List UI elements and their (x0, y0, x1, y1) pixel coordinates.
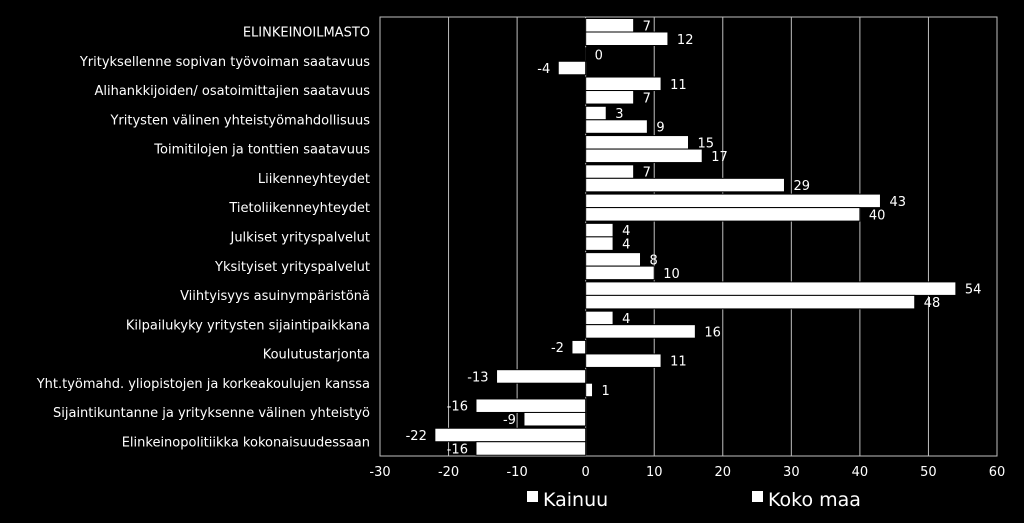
bar-kainuu (585, 252, 642, 267)
bar-koko-maa (585, 31, 669, 46)
x-tick-label: 60 (989, 465, 1006, 480)
category-label: ELINKEINOILMASTO (243, 26, 370, 41)
category-label: Tietoliikenneyhteydet (228, 201, 370, 216)
data-label-koko-maa: 48 (924, 296, 941, 311)
x-tick-label: 0 (582, 465, 590, 480)
data-label-koko-maa: 40 (869, 208, 886, 223)
data-label-kainuu: 43 (889, 195, 906, 210)
bar-koko-maa (585, 90, 635, 105)
bar-koko-maa (585, 119, 648, 134)
data-label-kainuu: 8 (650, 253, 658, 268)
data-label-koko-maa: 10 (663, 267, 680, 282)
bar-kainuu (585, 47, 587, 62)
x-tick-label: 20 (715, 465, 732, 480)
bar-kainuu (585, 193, 881, 209)
x-tick-label: -10 (506, 465, 527, 480)
data-label-koko-maa: 11 (670, 355, 687, 370)
x-tick-label: -20 (438, 465, 459, 480)
bar-kainuu (571, 339, 587, 355)
data-label-koko-maa: -16 (447, 442, 468, 457)
data-label-koko-maa: 4 (622, 238, 630, 253)
data-label-kainuu: 11 (670, 78, 687, 93)
data-label-koko-maa: -4 (537, 62, 550, 77)
bar-koko-maa (585, 148, 703, 164)
bar-kainuu (585, 105, 607, 121)
x-tick-label: 30 (783, 465, 800, 480)
legend-label-koko-maa: Koko maa (768, 489, 861, 511)
bar-koko-maa (585, 207, 861, 222)
data-label-kainuu: 15 (698, 136, 715, 151)
bar-kainuu (585, 135, 690, 150)
data-label-kainuu: -2 (551, 341, 564, 356)
category-labels: ELINKEINOILMASTO Yrityksellenne sopivan t… (36, 26, 371, 451)
category-label: Sijaintikuntanne ja yrityksenne välinen … (53, 406, 370, 421)
category-label: Viihtyisyys asuinympäristönä (180, 289, 370, 304)
data-label-koko-maa: 16 (704, 325, 721, 340)
data-label-koko-maa: 12 (677, 33, 694, 48)
data-label-koko-maa: 1 (602, 384, 610, 399)
category-label: Yrityksellenne sopivan työvoiman saatavu… (79, 55, 370, 70)
legend: Kainuu Koko maa (527, 489, 861, 511)
bar-kainuu (585, 281, 957, 296)
data-label-kainuu: -22 (406, 429, 427, 444)
category-label: Julkiset yrityspalvelut (229, 231, 370, 246)
bar-kainuu (475, 398, 587, 413)
category-label: Yksityiset yrityspalvelut (214, 260, 370, 275)
bar-koko-maa (585, 382, 594, 398)
x-tick-label: 50 (920, 465, 937, 480)
category-label: Yritysten välinen yhteistyömahdollisuus (109, 113, 370, 128)
bar-kainuu (585, 164, 635, 179)
category-label: Elinkeinopolitiikka kokonaisuudessaan (122, 435, 370, 450)
bar-koko-maa (585, 294, 916, 310)
bar-kainuu (585, 310, 614, 326)
data-label-koko-maa: 9 (656, 121, 664, 136)
bar-kainuu (585, 222, 614, 238)
value-labels: 7120-41173915177294340448105448416-211-1… (406, 19, 982, 457)
data-label-koko-maa: 7 (643, 91, 651, 106)
x-tick-label: -30 (369, 465, 390, 480)
data-label-koko-maa: 17 (711, 150, 728, 165)
bar-kainuu (585, 76, 662, 92)
bar-kainuu (496, 369, 587, 384)
category-label: Koulutustarjonta (263, 348, 370, 363)
legend-swatch-koko-maa (752, 491, 763, 502)
category-label: Yht.työmahd. yliopistojen ja korkeakoulu… (36, 377, 370, 392)
bar-koko-maa (523, 411, 587, 427)
plot-area-frame (379, 16, 998, 457)
bar-koko-maa (475, 441, 587, 456)
data-label-kainuu: 7 (643, 166, 651, 181)
data-label-kainuu: 0 (595, 49, 603, 64)
data-label-kainuu: -16 (447, 400, 468, 415)
x-tick-label: 40 (852, 465, 869, 480)
category-label: Toimitilojen ja tonttien saatavuus (153, 143, 370, 158)
bar-koko-maa (585, 324, 696, 339)
bars (434, 18, 957, 456)
data-label-koko-maa: -9 (503, 413, 516, 428)
category-label: Alihankkijoiden/ osatoimittajien saatavu… (94, 84, 370, 99)
legend-swatch-kainuu (527, 491, 538, 502)
bar-kainuu (585, 18, 635, 33)
category-label: Kilpailukyky yritysten sijaintipaikkana (126, 318, 370, 333)
data-label-koko-maa: 29 (793, 179, 810, 194)
bar-koko-maa (585, 236, 614, 251)
bar-kainuu (434, 427, 587, 443)
data-label-kainuu: 4 (622, 224, 630, 239)
legend-label-kainuu: Kainuu (543, 489, 608, 511)
data-label-kainuu: 7 (643, 19, 651, 34)
bar-koko-maa (585, 265, 655, 281)
bar-koko-maa (585, 353, 662, 368)
data-label-kainuu: 3 (615, 107, 623, 122)
data-label-kainuu: 54 (965, 283, 982, 298)
bar-koko-maa (557, 60, 587, 76)
data-label-kainuu: -13 (467, 370, 488, 385)
bar-koko-maa (585, 177, 785, 193)
x-tick-label: 10 (646, 465, 663, 480)
x-axis-ticks: -30 -20 -10 0 10 20 30 40 50 60 (369, 465, 1005, 480)
data-label-kainuu: 4 (622, 312, 630, 327)
category-label: Liikenneyhteydet (258, 172, 370, 187)
